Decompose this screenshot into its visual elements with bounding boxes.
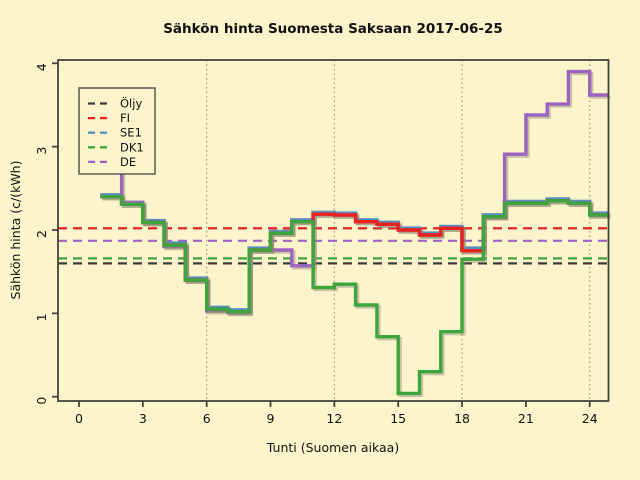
series-step-lines [100, 69, 611, 398]
x-tick-label: 12 [326, 411, 342, 426]
legend-label-dk1: DK1 [120, 140, 144, 154]
reference-dashed-lines [58, 227, 609, 265]
y-tick-label: 2 [34, 230, 49, 238]
y-axis: 0 1 2 3 4 [34, 62, 58, 405]
y-axis-label: Sähkön hinta (c/(kWh) [8, 161, 23, 300]
x-tick-label: 24 [582, 411, 598, 426]
x-tick-label: 18 [454, 411, 470, 426]
y-tick-label: 4 [34, 63, 49, 71]
x-tick-label: 6 [203, 411, 211, 426]
y-tick-label: 3 [34, 147, 49, 155]
x-tick-label: 15 [390, 411, 406, 426]
series-shadow-de [102, 71, 611, 317]
x-axis: 0 3 6 9 12 15 18 21 24 [75, 401, 598, 426]
x-tick-label: 21 [518, 411, 534, 426]
series-line-de [100, 69, 609, 315]
chart-title: Sähkön hinta Suomesta Saksaan 2017-06-25 [163, 21, 503, 37]
series-shadow-fi [102, 197, 611, 316]
legend-label-fi: FI [120, 111, 130, 125]
legend-box [78, 87, 156, 175]
x-tick-label: 9 [267, 411, 275, 426]
legend-label-de: DE [120, 155, 136, 169]
vertical-gridlines [206, 60, 591, 401]
legend-label-öljy: Öljy [120, 95, 142, 111]
x-tick-label: 0 [75, 411, 83, 426]
series-shadow-dk1 [102, 197, 611, 398]
y-tick-label: 0 [34, 397, 49, 405]
legend-label-se1: SE1 [120, 126, 142, 140]
x-axis-label: Tunti (Suomen aikaa) [266, 440, 399, 455]
x-tick-label: 3 [139, 411, 147, 426]
series-line-dk1 [100, 195, 609, 396]
y-tick-label: 1 [34, 313, 49, 321]
